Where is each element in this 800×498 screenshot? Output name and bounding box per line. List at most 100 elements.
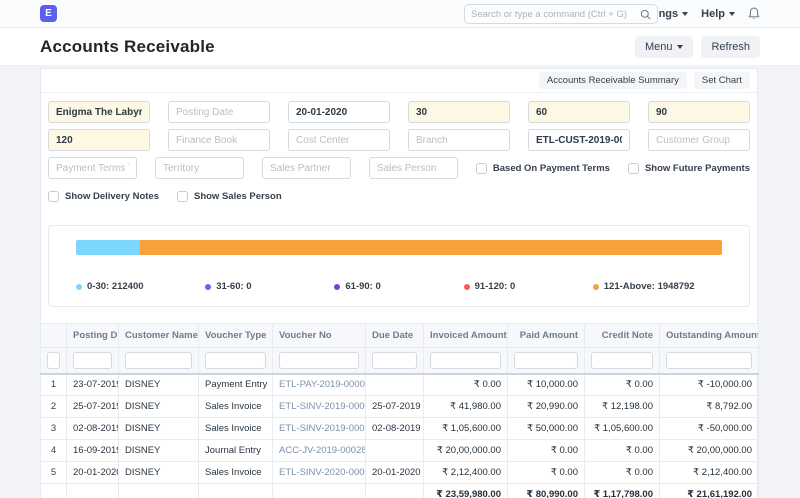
table-cell: Payment Entry [198,373,273,396]
total-cell: ₹ 23,59,980.00 [423,483,508,498]
checkbox-icon[interactable] [176,190,188,202]
total-cell [40,483,67,498]
column-header[interactable]: Outstanding Amount [659,323,759,348]
voucher-link[interactable]: ETL-SINV-2020-00001 [272,461,366,484]
column-header[interactable]: Due Date [365,323,424,348]
column-filter-input[interactable] [73,351,112,369]
column-header[interactable]: Credit Note [584,323,660,348]
range4-field[interactable] [48,129,150,151]
column-filter-input[interactable] [514,351,578,369]
totals-row: ₹ 23,59,980.00 ₹ 80,990.00 ₹ 1,17,798.00 ₹ … [40,483,759,498]
table-row: 1 23-07-2019 DISNEY Payment Entry ETL-PAY-20… [40,373,759,396]
voucher-link[interactable]: ETL-SINV-2019-00007 [272,395,366,418]
table-cell: ₹ 0.00 [584,439,660,462]
legend-item-31-60: 31-60: 0 [205,281,334,292]
table-row: 4 16-09-2019 DISNEY Journal Entry ACC-JV-201… [40,439,759,462]
help-menu[interactable]: Help [701,8,735,20]
column-header[interactable] [40,323,67,348]
checkbox-icon[interactable] [48,190,59,202]
chart-legend: 0-30: 212400 31-60: 0 61-90: 0 91-120: 0 121… [76,281,722,292]
checkbox-show-sales-person[interactable]: Show Sales Person [176,185,282,207]
table-cell: Journal Entry [198,439,273,462]
column-header[interactable]: Voucher No [272,323,366,348]
report-toolbar: Accounts Receivable Summary Set Chart [41,69,757,93]
column-header[interactable]: Paid Amount [507,323,585,348]
chevron-down-icon [677,44,684,49]
table-cell: Sales Invoice [198,395,273,418]
ageing-chart: 0-30: 212400 31-60: 0 61-90: 0 91-120: 0 121… [48,225,750,307]
column-header[interactable]: Customer Name [118,323,199,348]
legend-label: 61-90: 0 [345,281,381,292]
legend-label: 91-120: 0 [474,281,516,292]
table-cell: ₹ 41,980.00 [423,395,508,418]
range2-field[interactable] [528,101,630,123]
total-cell [272,483,366,498]
report-content: Accounts Receivable Summary Set Chart Ba… [0,66,800,498]
column-header[interactable]: Voucher Type [198,323,273,348]
row-index: 3 [40,417,67,440]
bar-segment-121-Above [139,240,722,255]
table-row: 3 02-08-2019 DISNEY Sales Invoice ETL-SINV-2… [40,417,759,440]
column-filter-input[interactable] [125,351,192,369]
checkbox-show-delivery-notes[interactable]: Show Delivery Notes [48,185,159,207]
filter-row: Based On Payment Terms Show Future Paymen… [48,157,750,179]
search-input[interactable] [471,8,640,20]
branch-field[interactable] [408,129,510,151]
cost-center-field[interactable] [288,129,390,151]
column-filter-input[interactable] [591,351,653,369]
legend-dot-icon [76,283,82,290]
menu-button[interactable]: Menu [634,35,694,58]
range3-field[interactable] [648,101,750,123]
legend-label: 121-Above: 1948792 [603,281,695,292]
table-cell [365,439,424,462]
territory-field[interactable] [154,157,244,179]
legend-dot-icon [334,283,341,290]
total-cell: ₹ 21,61,192.00 [659,483,759,498]
payment-terms-template-field[interactable] [48,157,137,179]
column-header[interactable]: Invoiced Amount [423,323,508,348]
posting-date-field[interactable] [168,101,270,123]
accounts-receivable-summary-button[interactable]: Accounts Receivable Summary [538,72,687,89]
column-filter-input[interactable] [666,351,752,369]
table-cell: ₹ 1,05,600.00 [423,417,508,440]
checkbox-icon[interactable] [627,162,639,174]
sales-person-field[interactable] [368,157,458,179]
app-logo[interactable]: E [40,5,57,22]
table-row: 2 25-07-2019 DISNEY Sales Invoice ETL-SINV-2… [40,395,759,418]
checkbox-icon[interactable] [475,162,487,174]
voucher-link[interactable]: ETL-PAY-2019-00002 [272,373,366,396]
customer-field[interactable] [528,129,630,151]
table-cell: 16-09-2019 [66,439,119,462]
set-chart-button[interactable]: Set Chart [693,72,750,89]
checkbox-based-on-payment-terms[interactable]: Based On Payment Terms [475,157,610,179]
report-date-field[interactable] [288,101,390,123]
table-cell: ₹ 8,792.00 [659,395,759,418]
checkbox-label: Show Future Payments [644,162,750,174]
voucher-link[interactable]: ACC-JV-2019-00028 [272,439,366,462]
column-filter-input[interactable] [430,351,501,369]
filter-row [48,101,750,123]
legend-label: 0-30: 212400 [87,281,144,292]
filter-row [48,129,750,151]
row-index: 4 [40,439,67,462]
finance-book-field[interactable] [168,129,270,151]
column-filter-input[interactable] [47,351,60,369]
column-header[interactable]: Posting D... [66,323,119,348]
company-field[interactable] [48,101,150,123]
refresh-button[interactable]: Refresh [701,35,760,58]
column-filter-cell [40,347,67,375]
range1-field[interactable] [408,101,510,123]
notifications-bell-icon[interactable] [748,7,760,20]
column-filter-input[interactable] [205,351,266,369]
column-filter-input[interactable] [372,351,417,369]
checkbox-show-future-payments[interactable]: Show Future Payments [627,157,750,179]
global-search[interactable] [464,4,658,24]
column-filter-cell [365,347,424,375]
table-cell: DISNEY [118,439,199,462]
customer-group-field[interactable] [648,129,750,151]
table-cell: 23-07-2019 [66,373,119,396]
sales-partner-field[interactable] [261,157,351,179]
column-filter-input[interactable] [279,351,359,369]
table-cell: 25-07-2019 [66,395,119,418]
